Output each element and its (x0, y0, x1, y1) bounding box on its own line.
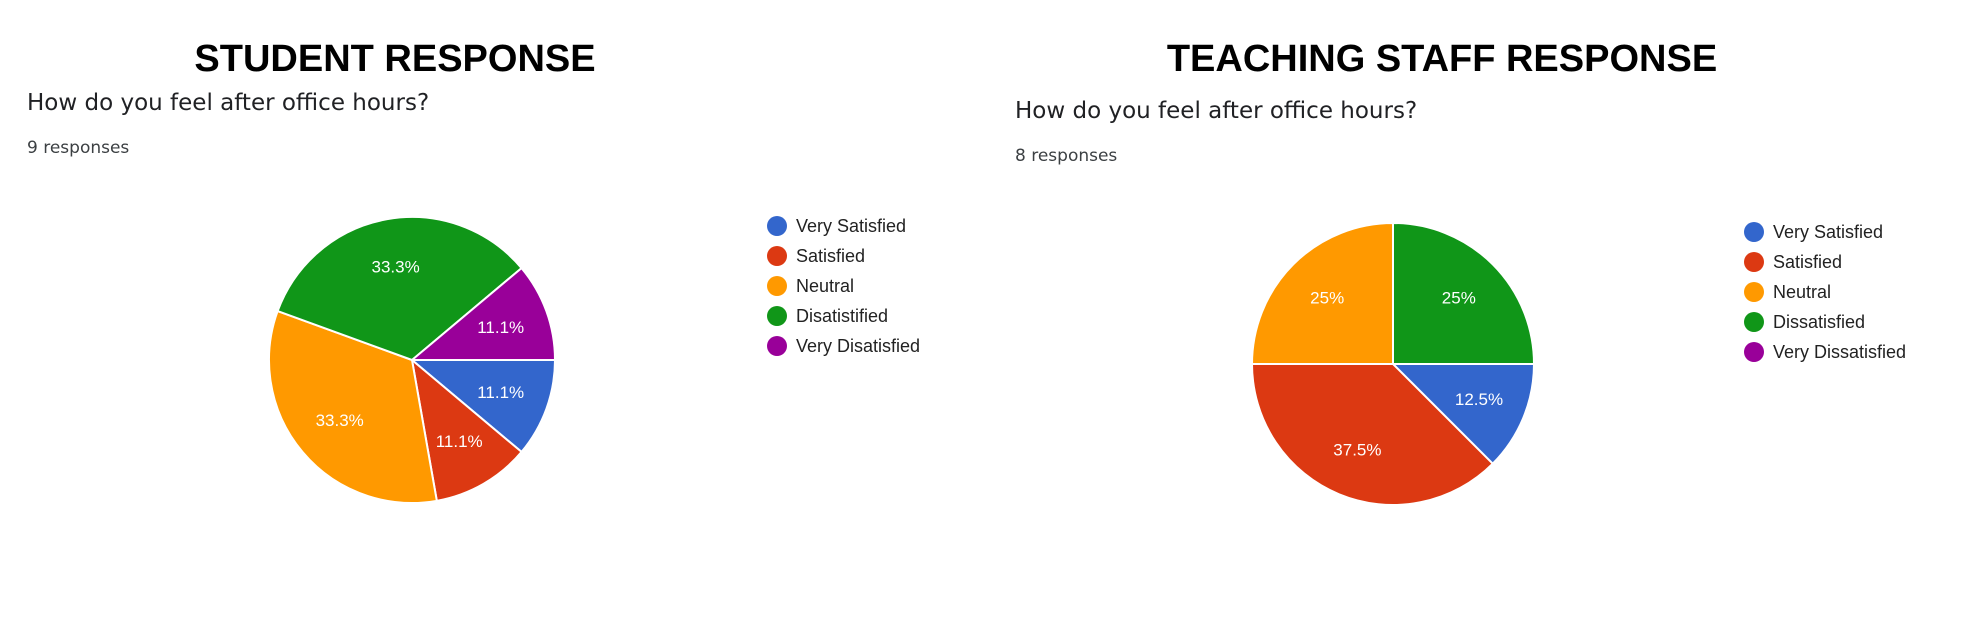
pie-slice-very-disatisfied[interactable] (411, 267, 556, 361)
question-text: How do you feel after office hours? (1015, 98, 1418, 124)
legend-swatch (1744, 312, 1764, 332)
slice-label-satisfied: 11.1% (436, 432, 483, 451)
slice-label-neutral: 33.3% (316, 411, 364, 430)
pie-slice-dissatisfied[interactable] (1392, 222, 1535, 365)
legend-label: Very Dissatisfied (1773, 341, 1907, 362)
legend-swatch (767, 246, 787, 266)
legend-label: Dissatisfied (1773, 311, 1866, 332)
pie-slice-satisfied[interactable] (411, 359, 523, 502)
legend-label: Very Satisfied (796, 215, 907, 236)
legend-swatch (1744, 342, 1764, 362)
chart-legend: Very Satisfied Satisfied Neutral Dissatisfi… (1744, 217, 1906, 367)
legend-item-satisfied[interactable]: Satisfied (767, 241, 920, 271)
legend-item-dissatisfied[interactable]: Dissatisfied (1744, 307, 1906, 337)
pie-slice-very-satisfied[interactable] (411, 359, 556, 453)
response-count: 9 responses (27, 138, 130, 158)
teaching-staff-response-panel: TEACHING STAFF RESPONSE How do you feel … (985, 0, 1971, 637)
pie-slice-disatistified[interactable] (276, 216, 523, 361)
slice-label-satisfied: 37.5% (1333, 440, 1381, 459)
slice-label-very-satisfied: 12.5% (1455, 390, 1503, 409)
legend-label: Satisfied (1773, 251, 1843, 272)
response-count: 8 responses (1015, 146, 1118, 166)
slice-label-neutral: 25% (1310, 289, 1344, 308)
legend-swatch (767, 276, 787, 296)
legend-item-very-satisfied[interactable]: Very Satisfied (1744, 217, 1906, 247)
legend-item-very-disatisfied[interactable]: Very Disatisfied (767, 331, 920, 361)
chart-legend: Very Satisfied Satisfied Neutral Disatistif… (767, 211, 920, 361)
pie-slice-satisfied[interactable] (1251, 363, 1494, 506)
question-text: How do you feel after office hours? (27, 90, 430, 116)
legend-item-very-dissatisfied[interactable]: Very Dissatisfied (1744, 337, 1906, 367)
legend-swatch (1744, 252, 1764, 272)
legend-swatch (1744, 222, 1764, 242)
legend-item-disatistified[interactable]: Disatistified (767, 301, 920, 331)
legend-item-neutral[interactable]: Neutral (767, 271, 920, 301)
legend-label: Very Satisfied (1773, 221, 1884, 242)
chart-title: STUDENT RESPONSE (194, 38, 596, 80)
legend-item-neutral[interactable]: Neutral (1744, 277, 1906, 307)
legend-item-very-satisfied[interactable]: Very Satisfied (767, 211, 920, 241)
pie-slice-neutral[interactable] (1251, 222, 1394, 365)
legend-label: Neutral (1773, 281, 1832, 302)
slice-label-dissatisfied: 25% (1442, 289, 1476, 308)
legend-label: Disatistified (796, 305, 889, 326)
pie-slice-very-satisfied[interactable] (1392, 363, 1535, 465)
legend-swatch (1744, 282, 1764, 302)
legend-swatch (767, 216, 787, 236)
legend-item-satisfied[interactable]: Satisfied (1744, 247, 1906, 277)
pie-chart-svg: 11.1% 11.1% 33.3% 33.3% 11.1% (268, 216, 556, 504)
pie-slice-neutral[interactable] (268, 310, 438, 504)
pie-chart-svg: 12.5% 37.5% 25% 25% (1251, 222, 1535, 506)
student-response-panel: STUDENT RESPONSE How do you feel after o… (0, 0, 985, 637)
slice-label-very-disatisfied: 11.1% (477, 318, 524, 337)
slice-label-very-satisfied: 11.1% (477, 383, 524, 402)
legend-swatch (767, 336, 787, 356)
legend-label: Very Disatisfied (796, 335, 921, 356)
legend-label: Neutral (796, 275, 855, 296)
chart-title: TEACHING STAFF RESPONSE (1166, 38, 1718, 80)
slice-label-disatistified: 33.3% (372, 258, 420, 277)
legend-swatch (767, 306, 787, 326)
legend-label: Satisfied (796, 245, 866, 266)
